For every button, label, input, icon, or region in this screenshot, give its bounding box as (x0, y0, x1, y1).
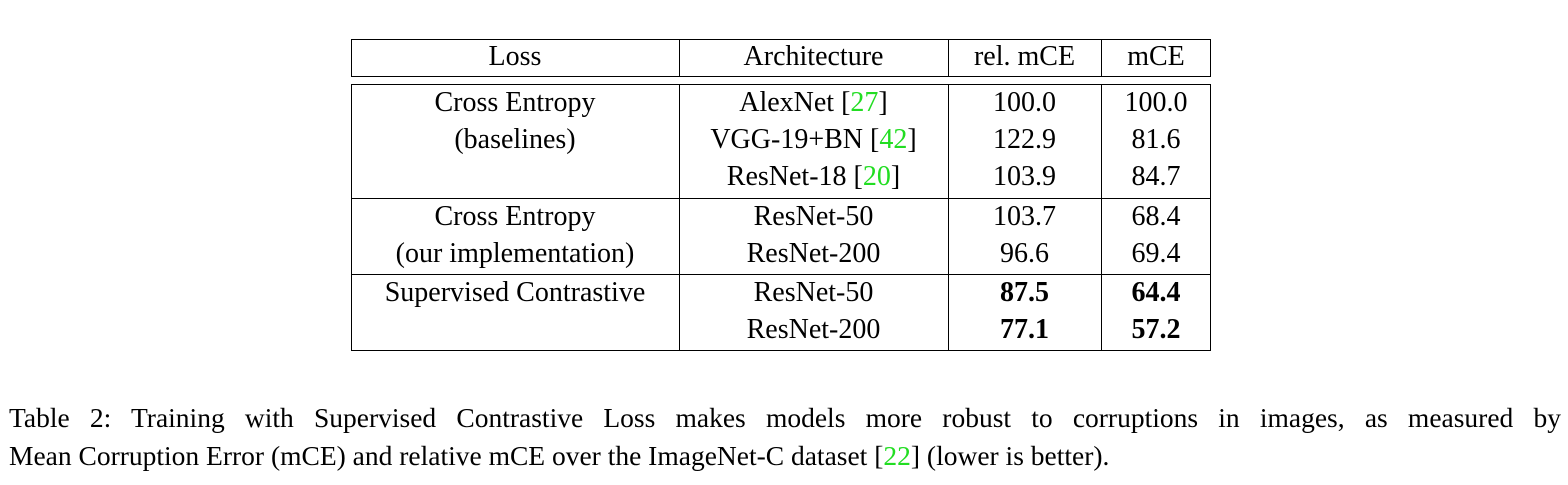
architecture-name: AlexNet (739, 87, 835, 118)
header-architecture: Architecture (743, 41, 884, 72)
loss-label-sub: (baselines) (454, 124, 576, 155)
architecture-cell: VGG-19+BN [42] (710, 124, 917, 155)
group-divider-1 (351, 198, 1211, 199)
header-bottom-rule (351, 76, 1211, 77)
caption-line-1: Table 2: Training with Supervised Contra… (9, 402, 1561, 433)
rel-mce-cell: 96.6 (1000, 238, 1049, 269)
group-divider-2 (351, 274, 1211, 275)
architecture-cell: ResNet-200 (746, 238, 881, 269)
citation-link[interactable]: 20 (862, 161, 891, 192)
architecture-cell: ResNet-200 (746, 314, 881, 345)
header-col-divider-3 (1101, 39, 1102, 77)
rel-mce-cell-best: 77.1 (1000, 314, 1049, 345)
header-rel-mce: rel. mCE (973, 41, 1076, 72)
mce-cell: 81.6 (1131, 124, 1181, 155)
mce-cell-best: 64.4 (1131, 277, 1181, 308)
body-top-rule (351, 84, 1211, 85)
table-bottom-rule (351, 350, 1211, 351)
header-mce: mCE (1127, 41, 1185, 72)
architecture-cell: AlexNet [27] (739, 87, 888, 118)
caption-text: Mean Corruption Error (mCE) and relative… (9, 440, 884, 471)
table-top-rule (351, 39, 1211, 40)
results-table: Loss Architecture rel. mCE mCE Cross Ent… (351, 39, 1211, 351)
rel-mce-cell-best: 87.5 (1000, 277, 1049, 308)
architecture-name: VGG-19+BN (710, 124, 864, 155)
loss-label-sub: (our implementation) (395, 238, 635, 269)
mce-cell: 84.7 (1131, 161, 1181, 192)
loss-label: Cross Entropy (434, 87, 596, 118)
header-col-divider-1 (679, 39, 680, 77)
citation-link[interactable]: 27 (850, 87, 879, 118)
header-col-divider-2 (948, 39, 949, 77)
architecture-name: ResNet-18 (726, 161, 847, 192)
body-border-left (351, 84, 352, 351)
rel-mce-cell: 103.7 (993, 201, 1056, 232)
header-border-right (1210, 39, 1211, 77)
caption-line-2: Mean Corruption Error (mCE) and relative… (9, 437, 1561, 475)
body-border-right (1210, 84, 1211, 351)
header-loss: Loss (488, 41, 542, 72)
rel-mce-cell: 103.9 (993, 161, 1056, 192)
citation-link[interactable]: 22 (883, 440, 911, 471)
loss-label: Cross Entropy (434, 201, 596, 232)
body-col-divider-1 (679, 84, 680, 351)
body-col-divider-2 (948, 84, 949, 351)
mce-cell: 68.4 (1131, 201, 1181, 232)
rel-mce-cell: 122.9 (993, 124, 1056, 155)
mce-cell-best: 57.2 (1131, 314, 1181, 345)
body-col-divider-3 (1101, 84, 1102, 351)
header-border-left (351, 39, 352, 77)
caption-text: ] (lower is better). (910, 440, 1110, 471)
architecture-cell: ResNet-18 [20] (726, 161, 901, 192)
mce-cell: 69.4 (1131, 238, 1181, 269)
loss-label: Supervised Contrastive (384, 277, 646, 308)
architecture-cell: ResNet-50 (753, 277, 874, 308)
rel-mce-cell: 100.0 (993, 87, 1056, 118)
mce-cell: 100.0 (1124, 87, 1188, 118)
citation-link[interactable]: 42 (879, 124, 908, 155)
table-caption: Table 2: Training with Supervised Contra… (9, 399, 1561, 475)
architecture-cell: ResNet-50 (753, 201, 874, 232)
